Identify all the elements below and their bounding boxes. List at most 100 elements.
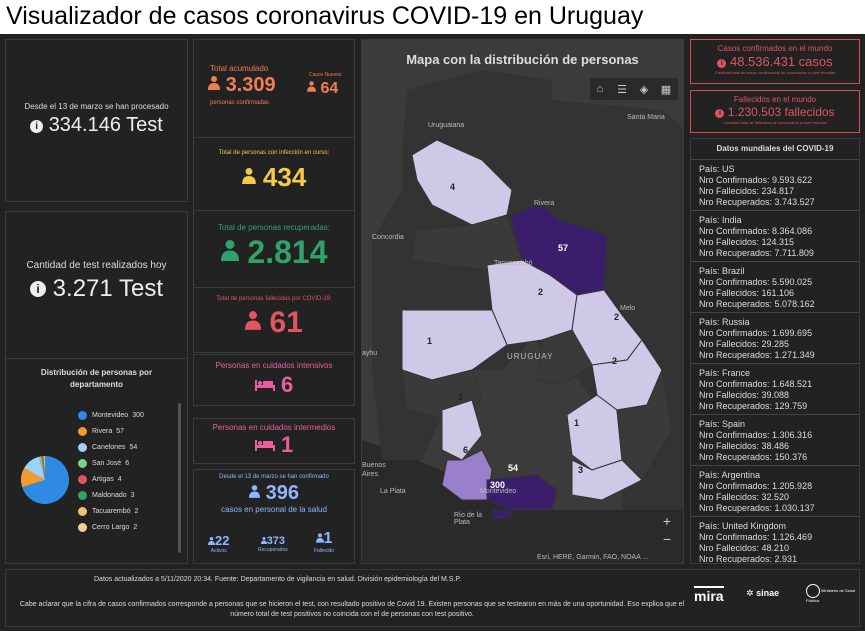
country-confirmed-label: Nro Confirmados:: [699, 226, 773, 236]
world-confirmed-value: 48.536.431 casos: [729, 54, 833, 69]
bed-icon: [254, 440, 275, 451]
pie-slice[interactable]: [42, 456, 45, 480]
person-icon: [220, 240, 239, 261]
person-icon: [260, 537, 267, 544]
legend-item[interactable]: Cerro Largo 2: [78, 519, 178, 535]
country-item[interactable]: País: France Nro Confirmados: 1.648.521 Nr…: [691, 363, 859, 414]
pie-slice[interactable]: [41, 456, 45, 480]
dept-maldonado: [571, 459, 643, 501]
legend-dot-icon: [78, 474, 87, 484]
footer-updated: Datos actualizados a 5/11/2020 20:34. Fu…: [94, 576, 462, 583]
country-recovered-label: Nro Recuperados:: [699, 503, 775, 513]
country-confirmed-value: 9.593.622: [772, 175, 813, 185]
world-deceased-panel: Fallecidos en el mundo i 1.230.503 falle…: [690, 90, 860, 133]
pie-slice[interactable]: [22, 456, 70, 504]
legend-dot-icon: [78, 506, 87, 516]
dept-count: 3: [578, 465, 584, 475]
map-place: La Plata: [380, 488, 406, 495]
country-name: País: Russia: [699, 317, 851, 328]
country-confirmed: Nro Confirmados: 1.699.695: [699, 328, 851, 339]
country-deceased: Nro Fallecidos: 124.315: [699, 237, 851, 248]
map-place: Río de la Plata: [454, 512, 483, 526]
country-confirmed-value: 1.205.928: [772, 481, 813, 491]
info-icon: i: [715, 109, 725, 118]
dept-count: 1: [427, 336, 433, 346]
person-icon: [208, 76, 220, 90]
map-place: Tacuarembó: [494, 260, 533, 267]
country-name-label: País:: [699, 164, 723, 174]
list-icon[interactable]: ☰: [617, 83, 627, 96]
country-confirmed-label: Nro Confirmados:: [699, 532, 773, 542]
country-deceased: Nro Fallecidos: 29.285: [699, 339, 851, 350]
country-item[interactable]: País: Argentina Nro Confirmados: 1.205.92…: [691, 465, 859, 516]
sinae-icon: ✲: [746, 588, 754, 598]
zoom-in-button[interactable]: +: [662, 513, 672, 529]
legend-item[interactable]: Maldonado 3: [78, 487, 178, 503]
country-item[interactable]: País: India Nro Confirmados: 8.364.086 Nro…: [691, 210, 859, 261]
pie-slice[interactable]: [24, 456, 45, 480]
legend-dot-icon: [78, 522, 87, 532]
pie-slice[interactable]: [44, 456, 45, 480]
country-item[interactable]: País: US Nro Confirmados: 9.593.622 Nro Fa…: [691, 159, 859, 210]
country-item[interactable]: País: Spain Nro Confirmados: 1.306.316 Nro…: [691, 414, 859, 465]
active-value: 434: [262, 162, 307, 192]
sinae-logo: ✲ sinae: [746, 588, 780, 598]
map-place: Uruguaiana: [428, 122, 465, 129]
recovered-value: 2.814: [247, 234, 328, 270]
country-confirmed-value: 8.364.086: [772, 226, 813, 236]
map-place: URUGUAY: [507, 352, 554, 361]
country-deceased: Nro Fallecidos: 38.486: [699, 441, 851, 452]
pie-slice[interactable]: [39, 456, 45, 480]
country-confirmed-label: Nro Confirmados:: [699, 175, 773, 185]
msp-icon: [806, 584, 820, 598]
country-recovered-value: 129.759: [774, 401, 808, 411]
pie-slice[interactable]: [21, 467, 45, 488]
health-staff-value: 396: [265, 482, 299, 504]
legend-label: Artigas: [92, 475, 114, 483]
distribution-scrollbar[interactable]: [178, 403, 181, 553]
home-icon[interactable]: ⌂: [596, 83, 604, 95]
deceased-label: Total de personas fallecidas por COVID-1…: [216, 296, 332, 302]
legend-item[interactable]: Tacuarembó 2: [78, 503, 178, 519]
uruguay-map[interactable]: [362, 40, 684, 564]
country-recovered-value: 1.271.349: [774, 350, 815, 360]
dept-flores: [441, 399, 483, 461]
intermediate-value: 1: [280, 432, 294, 457]
legend-label: Tacuarembó: [92, 507, 131, 515]
tests-today-value-row: i 3.271 Test: [6, 275, 187, 303]
country-item[interactable]: País: Brazil Nro Confirmados: 5.590.025 Nr…: [691, 261, 859, 312]
country-deceased-value: 234.817: [761, 186, 795, 196]
distribution-title: Distribución de personas por departament…: [40, 368, 153, 389]
country-deceased-value: 32.520: [761, 492, 790, 502]
deceased-value: 61: [269, 306, 303, 339]
grid-icon[interactable]: ▦: [660, 83, 672, 96]
country-name-label: País:: [699, 266, 723, 276]
dept-count: 2: [538, 287, 544, 297]
country-name-value: Russia: [722, 317, 750, 327]
footer-note: Cabe aclarar que la cifra de casos confi…: [19, 601, 685, 618]
country-confirmed-value: 1.648.521: [772, 379, 813, 389]
dept-count: 2: [612, 356, 618, 366]
page-title: Visualizador de casos coronavirus COVID-…: [6, 2, 644, 30]
zoom-out-button[interactable]: −: [662, 531, 672, 547]
layers-icon[interactable]: ◈: [639, 83, 649, 96]
legend-item[interactable]: Rivera 57: [78, 423, 178, 439]
legend-label: Rivera: [92, 427, 113, 435]
country-item[interactable]: País: United Kingdom Nro Confirmados: 1.1…: [691, 516, 859, 563]
legend-item[interactable]: San José 6: [78, 455, 178, 471]
legend-item[interactable]: Artigas 4: [78, 471, 178, 487]
dept-count: 4: [450, 182, 456, 192]
dept-count: 57: [558, 243, 569, 253]
legend-value: 57: [116, 427, 125, 435]
country-list[interactable]: País: US Nro Confirmados: 9.593.622 Nro Fa…: [691, 159, 859, 563]
country-confirmed: Nro Confirmados: 1.205.928: [699, 481, 851, 492]
health-staff-deceased-value: 1: [323, 530, 333, 547]
country-item[interactable]: País: Russia Nro Confirmados: 1.699.695 Nr…: [691, 312, 859, 363]
legend-value: 2: [133, 523, 138, 531]
pie-slice[interactable]: [43, 456, 45, 480]
distribution-legend: Montevideo 300 Rivera 57 Canelones 54 San José…: [78, 407, 178, 535]
dept-count: 2: [614, 312, 620, 322]
map-place: Melo: [620, 305, 636, 312]
legend-item[interactable]: Montevideo 300: [78, 407, 178, 423]
legend-item[interactable]: Canelones 54: [78, 439, 178, 455]
